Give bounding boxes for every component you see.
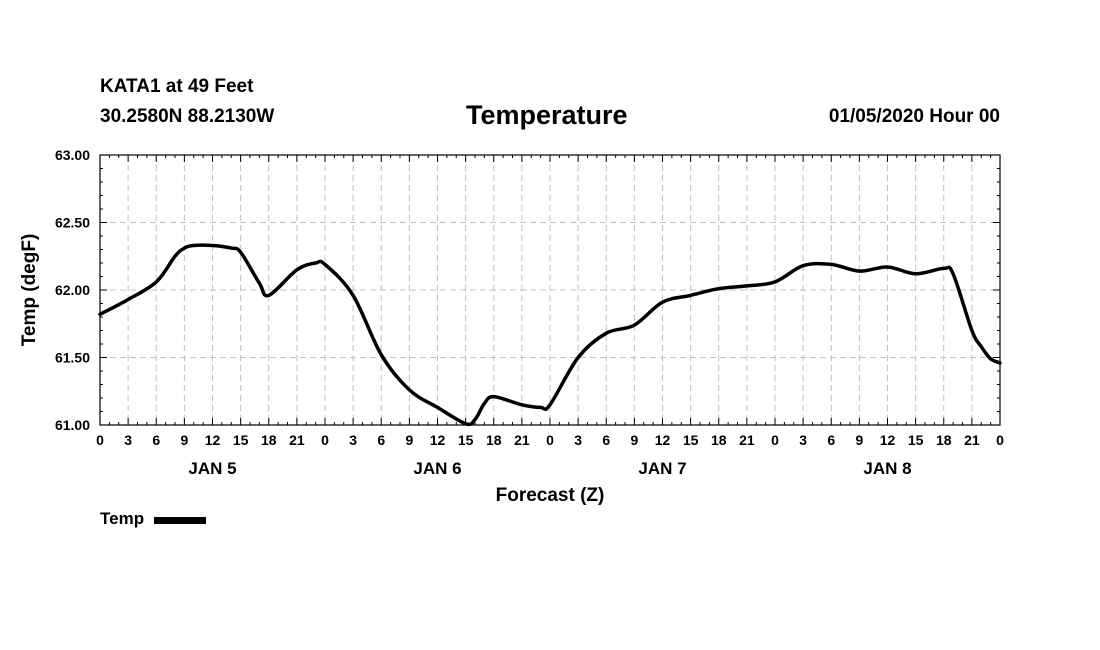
day-label: JAN 8: [863, 459, 911, 478]
x-tick-label: 18: [486, 432, 502, 448]
legend-line-swatch: [154, 517, 207, 524]
x-tick-label: 18: [936, 432, 952, 448]
coordinates-label: 30.2580N 88.2130W: [100, 106, 275, 127]
x-tick-label: 0: [96, 432, 104, 448]
x-tick-label: 9: [630, 432, 638, 448]
x-tick-label: 21: [739, 432, 755, 448]
y-axis-label: Temp (degF): [19, 234, 40, 347]
station-label: KATA1 at 49 Feet: [100, 76, 254, 97]
x-tick-label: 3: [349, 432, 357, 448]
x-tick-label: 12: [880, 432, 896, 448]
x-tick-label: 21: [514, 432, 530, 448]
x-tick-label: 15: [908, 432, 924, 448]
y-tick-label: 61.50: [55, 350, 90, 366]
y-tick-label: 62.50: [55, 215, 90, 231]
x-tick-label: 0: [996, 432, 1004, 448]
x-tick-label: 6: [602, 432, 610, 448]
x-tick-label: 3: [574, 432, 582, 448]
x-tick-label: 6: [152, 432, 160, 448]
x-axis-label: Forecast (Z): [496, 485, 605, 506]
x-tick-label: 12: [655, 432, 671, 448]
y-tick-label: 61.00: [55, 417, 90, 433]
x-tick-label: 0: [771, 432, 779, 448]
x-tick-label: 18: [711, 432, 727, 448]
x-tick-label: 12: [205, 432, 221, 448]
legend: Temp: [100, 509, 207, 529]
x-tick-label: 15: [683, 432, 699, 448]
x-tick-label: 6: [827, 432, 835, 448]
x-tick-label: 18: [261, 432, 277, 448]
x-tick-label: 0: [321, 432, 329, 448]
plot-frame: [99, 154, 1001, 426]
x-tick-label: 15: [233, 432, 249, 448]
x-tick-label: 9: [405, 432, 413, 448]
legend-label: Temp: [100, 509, 145, 528]
x-tick-label: 6: [377, 432, 385, 448]
y-tick-label: 63.00: [55, 147, 90, 163]
chart-title: Temperature: [466, 100, 628, 130]
temp-series-line: [98, 243, 1002, 427]
day-label: JAN 7: [638, 459, 686, 478]
x-tick-label: 9: [180, 432, 188, 448]
x-tick-label: 0: [546, 432, 554, 448]
x-tick-label: 9: [855, 432, 863, 448]
y-tick-label: 62.00: [55, 282, 90, 298]
x-tick-label: 15: [458, 432, 474, 448]
forecast-datetime: 01/05/2020 Hour 00: [828, 106, 1000, 127]
x-tick-label: 21: [289, 432, 305, 448]
x-tick-label: 3: [124, 432, 132, 448]
x-tick-label: 21: [964, 432, 980, 448]
day-label: JAN 6: [413, 459, 461, 478]
day-label: JAN 5: [188, 459, 236, 478]
x-tick-label: 12: [430, 432, 446, 448]
x-tick-label: 3: [799, 432, 807, 448]
